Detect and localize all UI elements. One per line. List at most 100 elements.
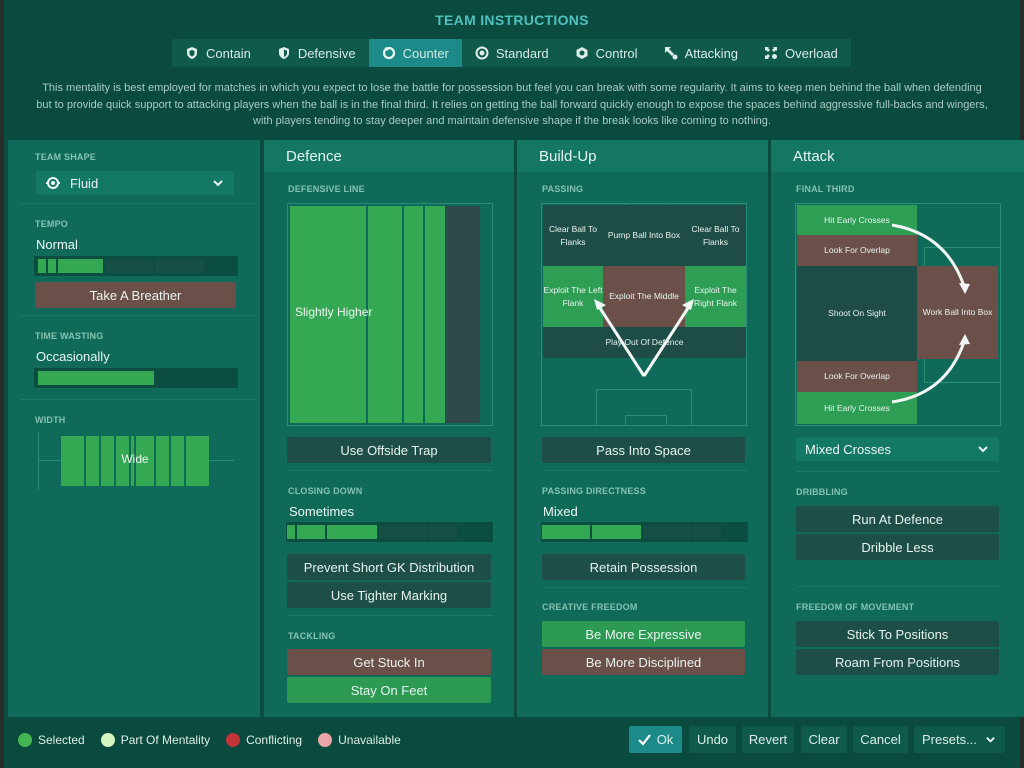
slider-segment: [38, 371, 154, 385]
chevron-down-icon: [986, 737, 995, 743]
width-divider: [129, 436, 131, 486]
tab-standard[interactable]: Standard: [462, 39, 562, 67]
penalty-box: [596, 389, 692, 426]
zone-clear-ball-left[interactable]: Clear Ball To Flanks: [543, 205, 603, 266]
passing-label: PASSING: [542, 184, 584, 194]
zone-look-for-overlap-top[interactable]: Look For Overlap: [797, 235, 917, 266]
checkmark-icon: [637, 734, 651, 746]
get-stuck-in-button[interactable]: Get Stuck In: [287, 649, 491, 675]
zone-exploit-left-flank[interactable]: Exploit The Left Flank: [543, 266, 603, 327]
slider-segment: [693, 525, 721, 539]
defensive-line-pitch[interactable]: Slightly Higher: [287, 203, 493, 426]
zone-clear-ball-right[interactable]: Clear Ball To Flanks: [685, 205, 746, 266]
zone-work-ball-into-box[interactable]: Work Ball Into Box: [917, 266, 998, 359]
stick-to-positions-button[interactable]: Stick To Positions: [796, 621, 999, 647]
closing-down-slider[interactable]: [286, 522, 493, 542]
run-at-defence-button[interactable]: Run At Defence: [796, 506, 999, 532]
retain-possession-button[interactable]: Retain Possession: [542, 554, 745, 580]
tab-overload[interactable]: Overload: [751, 39, 851, 67]
width-divider: [169, 436, 171, 486]
use-offside-trap-button[interactable]: Use Offside Trap: [287, 437, 491, 463]
divider: [20, 315, 256, 316]
final-third-pitch: Hit Early Crosses Look For Overlap Shoot…: [795, 203, 1001, 426]
divider: [796, 471, 1001, 472]
tab-attacking[interactable]: Attacking: [651, 39, 751, 67]
be-more-disciplined-button[interactable]: Be More Disciplined: [542, 649, 745, 675]
roam-from-positions-button[interactable]: Roam From Positions: [796, 649, 999, 675]
team-shape-dropdown[interactable]: Fluid: [36, 171, 234, 195]
zone-exploit-right-flank[interactable]: Exploit The Right Flank: [685, 266, 746, 327]
line-divider: [423, 206, 425, 423]
presets-dropdown[interactable]: Presets...: [914, 726, 1005, 753]
team-shape-label: TEAM SHAPE: [35, 152, 97, 162]
slider-segment: [155, 259, 205, 273]
divider: [542, 470, 747, 471]
attack-panel: Attack FINAL THIRD Hit Early Crosses Loo…: [771, 140, 1024, 717]
header: TEAM INSTRUCTIONS Contain Defensive Coun…: [4, 0, 1020, 140]
passing-pitch: Clear Ball To Flanks Pump Ball Into Box …: [541, 203, 747, 426]
legend-selected: Selected: [18, 733, 85, 747]
use-tighter-marking-button[interactable]: Use Tighter Marking: [287, 582, 491, 608]
time-wasting-label: TIME WASTING: [35, 331, 104, 341]
tab-counter[interactable]: Counter: [368, 39, 462, 67]
legend-part-of-mentality: Part Of Mentality: [100, 733, 210, 747]
dribbling-label: DRIBBLING: [796, 487, 848, 497]
divider: [287, 615, 493, 616]
revert-button[interactable]: Revert: [742, 726, 794, 753]
zone-hit-early-crosses-top[interactable]: Hit Early Crosses: [797, 205, 917, 235]
take-a-breather-button[interactable]: Take A Breather: [35, 282, 236, 308]
tab-defensive[interactable]: Defensive: [264, 39, 369, 67]
line-unavailable: [445, 206, 480, 423]
slider-segment: [429, 525, 457, 539]
defensive-line-label: DEFENSIVE LINE: [288, 184, 365, 194]
zone-look-for-overlap-bottom[interactable]: Look For Overlap: [797, 361, 917, 392]
width-divider: [184, 436, 186, 486]
time-wasting-slider[interactable]: [34, 368, 238, 388]
ok-button[interactable]: Ok: [629, 726, 682, 753]
legend: Selected Part Of Mentality Conflicting U…: [18, 733, 401, 747]
shield-double-icon: [187, 47, 197, 59]
slider-segment: [542, 525, 590, 539]
stay-on-feet-button[interactable]: Stay On Feet: [287, 677, 491, 703]
pass-into-space-button[interactable]: Pass Into Space: [542, 437, 745, 463]
prevent-short-gk-distribution-button[interactable]: Prevent Short GK Distribution: [287, 554, 491, 580]
closing-down-label: CLOSING DOWN: [288, 486, 363, 496]
width-divider: [99, 436, 101, 486]
undo-button[interactable]: Undo: [689, 726, 736, 753]
zone-shoot-on-sight[interactable]: Shoot On Sight: [797, 266, 917, 361]
passing-directness-slider[interactable]: [541, 522, 748, 542]
width-value: Wide: [121, 452, 149, 466]
width-slider[interactable]: Wide: [34, 432, 238, 490]
width-divider: [114, 436, 116, 486]
page-title: TEAM INSTRUCTIONS: [435, 12, 589, 28]
pitch-edge: [38, 432, 39, 490]
counter-arrow-icon: [382, 46, 395, 60]
dribble-less-button[interactable]: Dribble Less: [796, 534, 999, 560]
crossing-dropdown[interactable]: Mixed Crosses: [796, 437, 999, 461]
zone-hit-early-crosses-bottom[interactable]: Hit Early Crosses: [797, 392, 917, 424]
defensive-line-value: Slightly Higher: [295, 305, 373, 319]
team-instructions-window: TEAM INSTRUCTIONS Contain Defensive Coun…: [4, 0, 1024, 768]
control-icon: [576, 47, 588, 59]
time-wasting-value: Occasionally: [36, 349, 110, 364]
six-yard-box: [625, 415, 667, 426]
zone-exploit-middle[interactable]: Exploit The Middle: [603, 266, 685, 327]
legend-conflicting: Conflicting: [226, 733, 302, 747]
zone-pump-ball-into-box[interactable]: Pump Ball Into Box: [603, 205, 685, 266]
target-icon: [475, 46, 489, 60]
tempo-value: Normal: [36, 237, 78, 252]
tab-control[interactable]: Control: [562, 39, 651, 67]
mentality-dot-icon: [100, 733, 115, 747]
cancel-button[interactable]: Cancel: [853, 726, 908, 753]
tab-contain[interactable]: Contain: [172, 39, 264, 67]
tempo-slider[interactable]: [34, 256, 238, 276]
divider: [796, 586, 1001, 587]
zone-play-out-of-defence[interactable]: Play Out Of Defence: [543, 327, 746, 358]
be-more-expressive-button[interactable]: Be More Expressive: [542, 621, 745, 647]
slider-segment: [38, 259, 46, 273]
clear-button[interactable]: Clear: [801, 726, 847, 753]
divider: [287, 470, 493, 471]
width-divider: [154, 436, 156, 486]
closing-down-value: Sometimes: [289, 504, 355, 519]
freedom-of-movement-label: FREEDOM OF MOVEMENT: [796, 602, 915, 612]
